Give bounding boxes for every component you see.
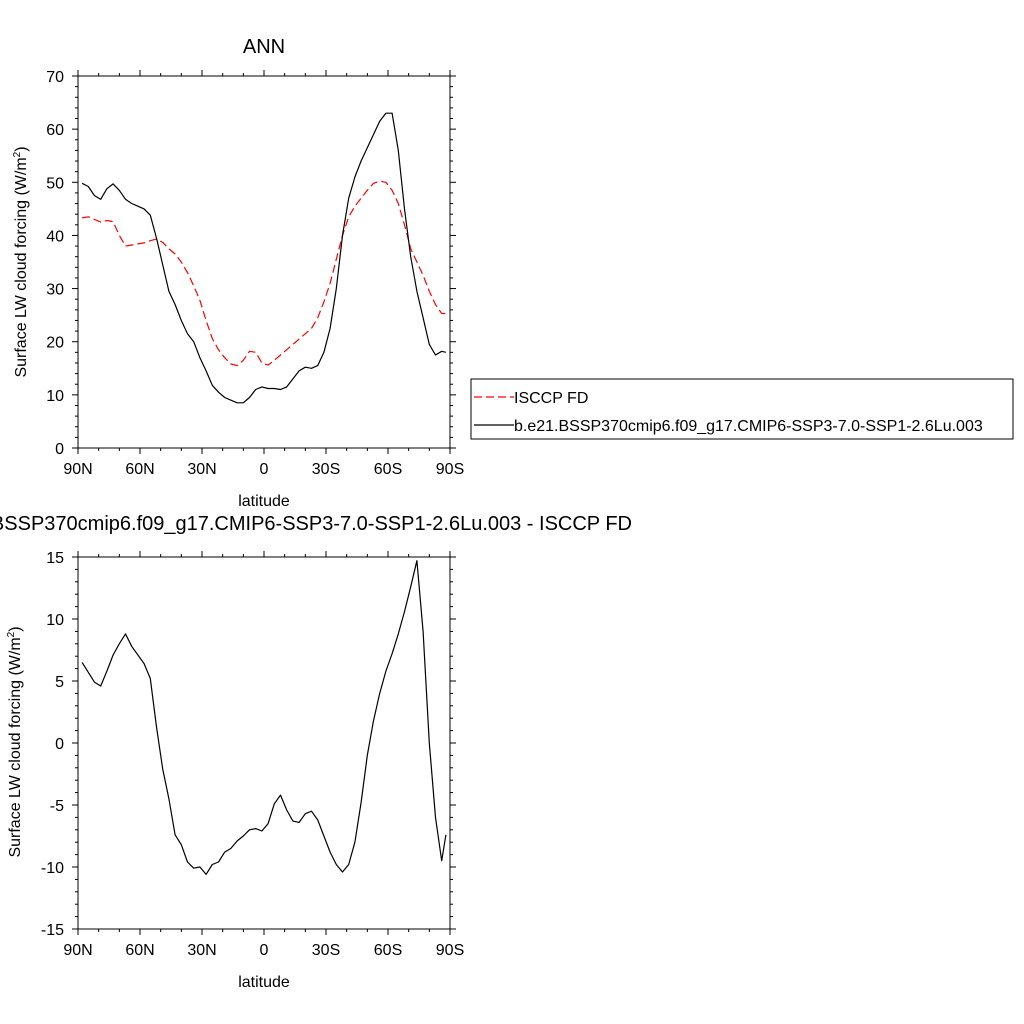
top-y-tick-label: 40 [46, 228, 64, 245]
legend-box [470, 378, 1014, 440]
top-x-tick-label: 0 [260, 461, 269, 478]
top-x-tick-label: 60N [125, 461, 154, 478]
top-y-tick-label: 50 [46, 175, 64, 192]
legend-label-model: b.e21.BSSP370cmip6.f09_g17.CMIP6-SSP3-7.… [514, 418, 983, 435]
bottom-x-tick-label: 90N [63, 942, 92, 959]
bottom-y-tick-label: -15 [41, 922, 64, 939]
bottom-y-tick-label: -10 [41, 860, 64, 877]
bottom-y-tick-label: 15 [46, 550, 64, 567]
top-x-tick-label: 90S [436, 461, 464, 478]
bottom-series-lines [81, 560, 447, 876]
bottom-x-axis-label: latitude [238, 974, 290, 991]
top-y-tick-label: 60 [46, 122, 64, 139]
top-y-tick-label: 20 [46, 335, 64, 352]
bottom-chart-title: b.e21.BSSP370cmip6.f09_g17.CMIP6-SSP3-7.… [0, 513, 632, 535]
bottom-y-axis-label-main: Surface LW cloud forcing (W/m [7, 637, 24, 857]
bottom-y-axis-label-superscript: 2 [6, 631, 17, 637]
bottom-series-line-1 [81, 560, 447, 876]
top-x-axis-label: latitude [238, 493, 290, 510]
top-y-axis-label-superscript: 2 [12, 151, 23, 157]
bottom-x-tick-label: 30S [312, 942, 340, 959]
top-x-tick-label: 90N [63, 461, 92, 478]
top-y-tick-label: 10 [46, 388, 64, 405]
bottom-y-tick-label: -5 [50, 798, 64, 815]
top-series-line-1 [81, 180, 446, 367]
bottom-x-tick-label: 60S [374, 942, 402, 959]
bottom-x-tick-label: 0 [260, 942, 269, 959]
bottom-x-tick-label: 60N [125, 942, 154, 959]
bottom-panel: b.e21.BSSP370cmip6.f09_g17.CMIP6-SSP3-7.… [0, 513, 632, 991]
top-x-tick-label: 60S [374, 461, 402, 478]
top-chart-title: ANN [243, 36, 285, 58]
top-series-lines [81, 112, 447, 404]
top-x-ticks: 90N 60N 30N 0 30S 60S 90S [63, 70, 464, 478]
top-x-tick-label: 30S [312, 461, 340, 478]
top-y-tick-label: 70 [46, 69, 64, 86]
top-legend: ISCCP FD b.e21.BSSP370cmip6.f09_g17.CMIP… [470, 378, 1014, 440]
bottom-y-tick-label: 10 [46, 612, 64, 629]
bottom-y-tick-label: 5 [55, 674, 64, 691]
legend-label-isccp: ISCCP FD [514, 390, 588, 407]
top-series-line-2 [81, 112, 447, 404]
top-x-tick-label: 30N [187, 461, 216, 478]
top-y-axis-label-close: ) [13, 146, 30, 151]
top-y-tick-label: 30 [46, 282, 64, 299]
top-y-axis-label: Surface LW cloud forcing (W/m2) [12, 146, 30, 377]
bottom-x-ticks: 90N 60N 30N 0 30S 60S 90S [63, 551, 464, 959]
bottom-y-axis-label-close: ) [7, 626, 24, 631]
bottom-x-tick-label: 90S [436, 942, 464, 959]
bottom-y-axis-label: Surface LW cloud forcing (W/m2) [6, 626, 24, 857]
top-plot-frame [77, 75, 451, 449]
bottom-y-tick-label: 0 [55, 736, 64, 753]
bottom-x-tick-label: 30N [187, 942, 216, 959]
bottom-plot-frame [77, 556, 451, 930]
top-y-axis-label-main: Surface LW cloud forcing (W/m [13, 157, 30, 377]
bottom-y-ticks: -15 -10 -5 0 5 10 15 [41, 550, 456, 939]
top-y-ticks: 0 10 20 30 40 50 60 70 [46, 69, 456, 458]
top-y-tick-label: 0 [55, 441, 64, 458]
